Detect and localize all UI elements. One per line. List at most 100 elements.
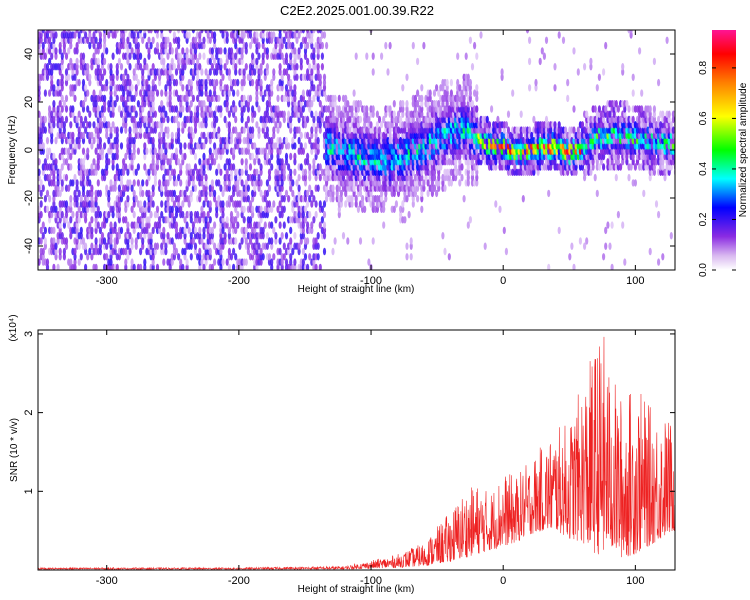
heatmap-cell xyxy=(84,210,88,219)
heatmap-cell xyxy=(215,115,219,124)
heatmap-cell xyxy=(179,100,183,108)
heatmap-cell xyxy=(267,253,272,261)
heatmap-cell xyxy=(265,232,269,240)
heatmap-cell xyxy=(79,232,83,240)
heatmap-cell xyxy=(189,136,193,145)
heatmap-cell xyxy=(109,131,113,140)
heatmap-cell xyxy=(98,142,102,150)
heatmap-cell xyxy=(60,57,64,66)
heatmap-cell xyxy=(240,52,244,60)
heatmap-cell xyxy=(276,179,280,187)
heatmap-cell xyxy=(96,205,100,213)
heatmap-cell xyxy=(289,173,293,182)
heatmap-cell xyxy=(193,36,198,44)
heatmap-cell xyxy=(202,226,206,235)
heatmap-cell xyxy=(158,226,162,235)
heatmap-cell xyxy=(58,41,62,50)
heatmap-cell xyxy=(191,94,195,103)
heatmap-cell xyxy=(143,258,147,266)
heatmap-cell xyxy=(238,147,242,155)
heatmap-cell xyxy=(58,100,62,108)
heatmap-cell xyxy=(92,41,96,50)
heatmap-cell xyxy=(257,184,261,192)
heatmap-cell xyxy=(113,100,117,108)
heatmap-cell xyxy=(58,205,62,213)
heatmap-cell xyxy=(79,200,83,208)
heatmap-cell xyxy=(341,232,346,240)
heatmap-cell xyxy=(278,68,282,76)
heatmap-cell xyxy=(244,168,248,176)
heatmap-cell xyxy=(445,78,449,87)
heatmap-cell xyxy=(43,195,47,203)
heatmap-cell xyxy=(132,200,136,208)
heatmap-cell xyxy=(589,57,593,66)
heatmap-cell xyxy=(308,105,312,113)
heatmap-cell xyxy=(468,78,472,87)
heatmap-cell xyxy=(86,147,90,155)
heatmap-cell xyxy=(98,89,102,97)
heatmap-cell xyxy=(160,89,164,97)
heatmap-cell xyxy=(259,78,263,87)
heatmap-cell xyxy=(196,62,200,71)
heatmap-cell xyxy=(60,184,64,192)
heatmap-cell xyxy=(282,57,286,66)
heatmap-cell xyxy=(244,163,248,171)
heatmap-cell xyxy=(52,105,56,113)
heatmap-cell xyxy=(69,216,73,224)
heatmap-cell xyxy=(193,126,198,134)
heatmap-cell xyxy=(67,47,71,55)
heatmap-cell xyxy=(314,110,318,118)
heatmap-cell xyxy=(314,173,318,182)
heatmap-cell xyxy=(204,189,208,198)
heatmap-cell xyxy=(248,136,253,145)
heatmap-cell xyxy=(225,168,229,176)
heatmap-cell xyxy=(109,94,113,103)
heatmap-cell xyxy=(54,216,58,224)
heatmap-cell xyxy=(84,84,88,92)
heatmap-cell xyxy=(204,184,208,192)
heatmap-cell xyxy=(145,147,149,155)
heatmap-cell xyxy=(261,126,265,134)
heatmap-cell xyxy=(198,52,202,60)
heatmap-cell xyxy=(308,253,312,261)
heatmap-cell xyxy=(100,110,105,118)
heatmap-cell xyxy=(130,237,134,245)
heatmap-cell xyxy=(132,210,136,219)
heatmap-cell xyxy=(96,57,100,66)
heatmap-cell xyxy=(73,258,77,266)
heatmap-cell xyxy=(139,247,143,256)
heatmap-cell xyxy=(238,57,242,66)
heatmap-cell xyxy=(310,200,314,208)
heatmap-cell xyxy=(79,226,83,235)
heatmap-cell xyxy=(84,31,88,39)
heatmap-cell xyxy=(41,247,45,256)
heatmap-cell xyxy=(234,41,238,50)
heatmap-cell xyxy=(213,195,217,203)
heatmap-cell xyxy=(196,94,200,103)
heatmap-cell xyxy=(251,62,255,71)
heatmap-cell xyxy=(196,84,200,92)
heatmap-cell xyxy=(136,200,140,208)
heatmap-cell xyxy=(267,221,272,229)
heatmap-cell xyxy=(166,62,170,71)
heatmap-cell xyxy=(289,152,293,161)
heatmap-cell xyxy=(318,78,322,87)
heatmap-cell xyxy=(117,210,121,219)
heatmap-cell xyxy=(267,184,272,192)
heatmap-cell xyxy=(139,184,143,192)
heatmap-cell xyxy=(322,89,327,97)
heatmap-cell xyxy=(420,205,424,213)
heatmap-cell xyxy=(490,105,494,113)
heatmap-cell xyxy=(276,168,280,176)
heatmap-cell xyxy=(276,205,280,213)
heatmap-cell xyxy=(310,110,314,118)
heatmap-cell xyxy=(136,179,140,187)
heatmap-cell xyxy=(58,216,62,224)
heatmap-cell xyxy=(210,121,214,129)
heatmap-cell xyxy=(504,247,508,256)
heatmap-cell xyxy=(225,216,229,224)
heatmap-cell xyxy=(267,258,272,266)
heatmap-cell xyxy=(272,31,276,39)
heatmap-cell xyxy=(162,158,166,166)
heatmap-cell xyxy=(616,210,620,219)
